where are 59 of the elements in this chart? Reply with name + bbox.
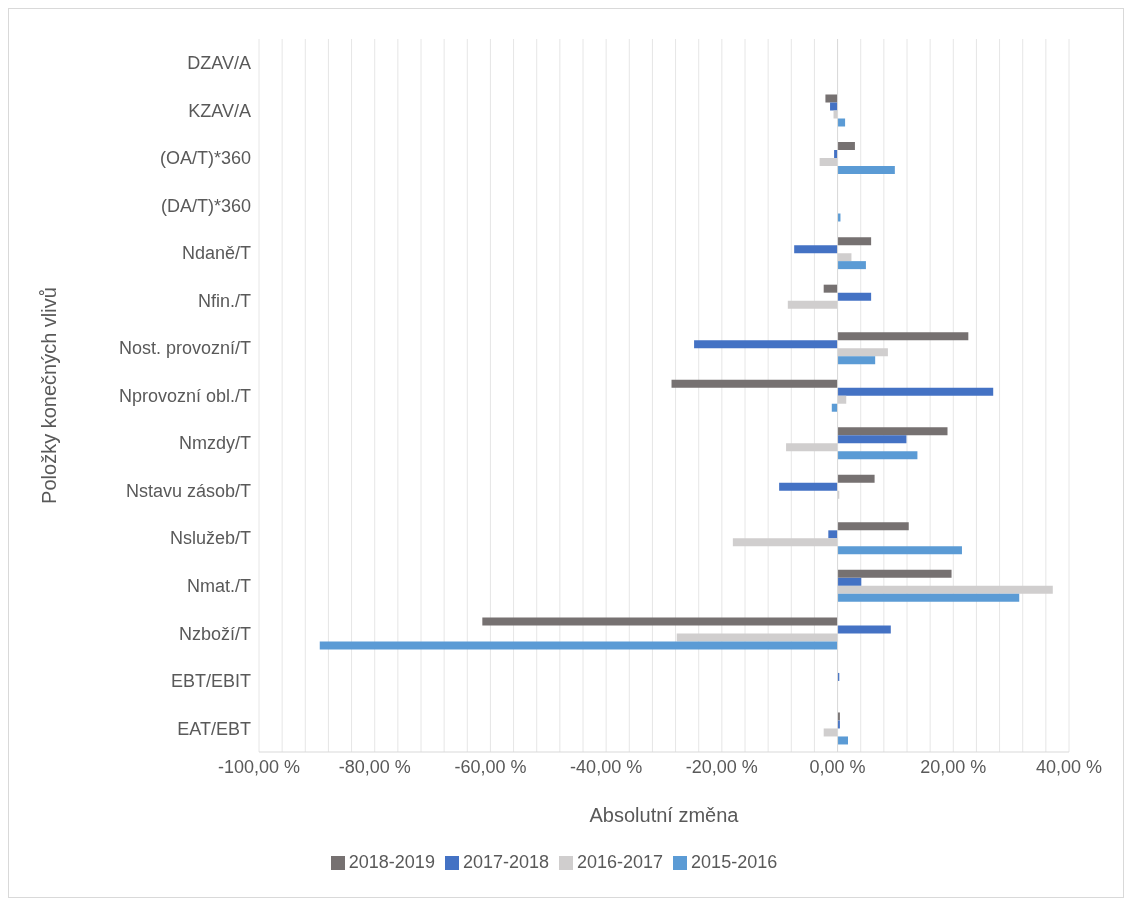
y-tick-label: EAT/EBT bbox=[177, 718, 251, 739]
bar bbox=[794, 245, 838, 254]
y-tick-label: Ndaně/T bbox=[181, 243, 251, 264]
y-tick-label: Nost. provozní/T bbox=[118, 338, 251, 359]
y-tick-label: KZAV/A bbox=[188, 100, 251, 121]
x-tick-label: 20,00 % bbox=[920, 756, 987, 777]
bar bbox=[837, 166, 895, 175]
x-axis-title: Absolutní změna bbox=[589, 804, 740, 826]
legend-label: 2018-2019 bbox=[348, 852, 435, 872]
bar bbox=[825, 94, 838, 103]
x-tick-label: 40,00 % bbox=[1035, 756, 1103, 777]
y-tick-label: Nslužeb/T bbox=[169, 528, 251, 549]
bar bbox=[830, 102, 838, 111]
bar bbox=[837, 356, 876, 365]
bar bbox=[837, 736, 848, 745]
y-tick-label: Nfin./T bbox=[197, 290, 251, 311]
legend-label: 2016-2017 bbox=[577, 852, 664, 872]
bar bbox=[482, 617, 838, 626]
x-tick-label: -20,00 % bbox=[685, 756, 758, 777]
y-tick-label: Nmzdy/T bbox=[179, 433, 251, 454]
bar bbox=[837, 451, 918, 460]
y-tick-label: DZAV/A bbox=[187, 53, 251, 74]
x-tick-label: -80,00 % bbox=[338, 756, 411, 777]
bar bbox=[837, 435, 907, 444]
x-tick-label: 0,00 % bbox=[809, 756, 866, 777]
bar bbox=[837, 387, 994, 396]
bar bbox=[837, 625, 891, 634]
bar bbox=[837, 474, 875, 483]
bar bbox=[837, 142, 855, 151]
x-tick-label: -40,00 % bbox=[570, 756, 643, 777]
bar bbox=[837, 593, 1020, 602]
bar bbox=[837, 237, 872, 246]
y-tick-label: Nprovozní obl./T bbox=[118, 385, 251, 406]
bar bbox=[779, 482, 838, 491]
bar bbox=[837, 118, 846, 127]
x-tick-label: -100,00 % bbox=[217, 756, 301, 777]
bar bbox=[837, 292, 872, 301]
legend-label: 2015-2016 bbox=[691, 852, 778, 872]
bar bbox=[837, 577, 862, 586]
bar bbox=[837, 522, 909, 531]
legend-label: 2017-2018 bbox=[462, 852, 549, 872]
bar bbox=[837, 427, 948, 436]
y-axis-title: Položky konečných vlivů bbox=[38, 287, 61, 504]
bar bbox=[837, 546, 962, 555]
y-tick-label: (DA/T)*360 bbox=[160, 195, 251, 216]
y-tick-label: Nstavu zásob/T bbox=[125, 480, 251, 501]
bar bbox=[319, 641, 838, 650]
bar bbox=[837, 332, 969, 341]
y-tick-label: Nzboží/T bbox=[178, 623, 251, 644]
bar bbox=[671, 379, 838, 388]
x-tick-label: -60,00 % bbox=[454, 756, 527, 777]
bar bbox=[828, 530, 838, 539]
y-tick-label: Nmat./T bbox=[186, 576, 251, 597]
bar bbox=[694, 340, 838, 349]
y-tick-label: EBT/EBIT bbox=[170, 671, 251, 692]
bar bbox=[837, 261, 866, 270]
bar bbox=[837, 569, 952, 578]
y-tick-label: (OA/T)*360 bbox=[159, 148, 251, 169]
bar bbox=[823, 284, 838, 293]
